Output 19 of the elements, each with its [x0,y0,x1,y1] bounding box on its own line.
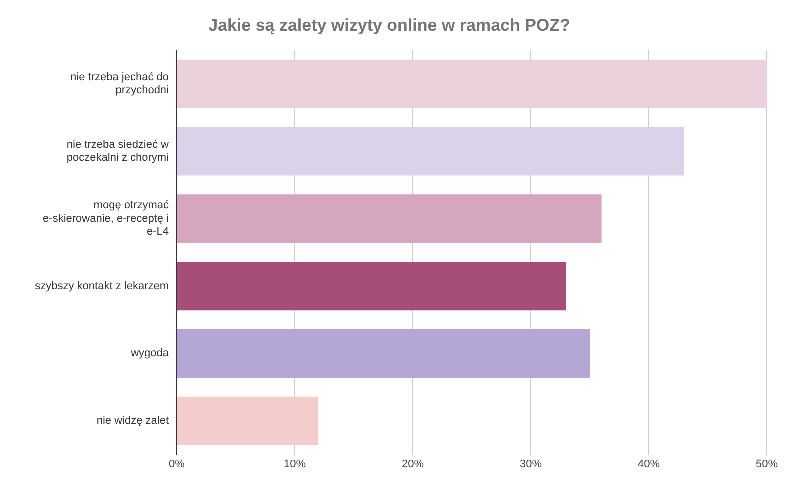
bar [178,396,319,446]
bar [178,329,590,378]
bar [178,262,566,311]
bar [178,194,602,244]
y-tick-label: mogę otrzymać e-skierowanie, e-receptę i e-L4 [43,200,170,238]
chart-title: Jakie są zalety wizyty online w ramach POZ? [208,16,570,35]
x-tick-label: 50% [756,458,778,470]
y-tick-label: wygoda [130,348,170,360]
y-tick-label: nie trzeba siedzieć w poczekalni z chorymi [66,138,170,164]
x-tick-label: 10% [284,458,306,470]
bar [178,60,767,108]
x-tick-label: 20% [402,458,424,470]
y-tick-label: szybszy kontakt z lekarzem [35,280,169,292]
x-tick-label: 40% [638,458,660,470]
x-tick-label: 30% [520,458,542,470]
y-tick-label: nie widzę zalet [96,415,169,428]
x-tick-label: 0% [169,458,186,470]
bar [178,127,684,176]
y-tick-label: nie trzeba jechać do przychodni [70,72,169,97]
